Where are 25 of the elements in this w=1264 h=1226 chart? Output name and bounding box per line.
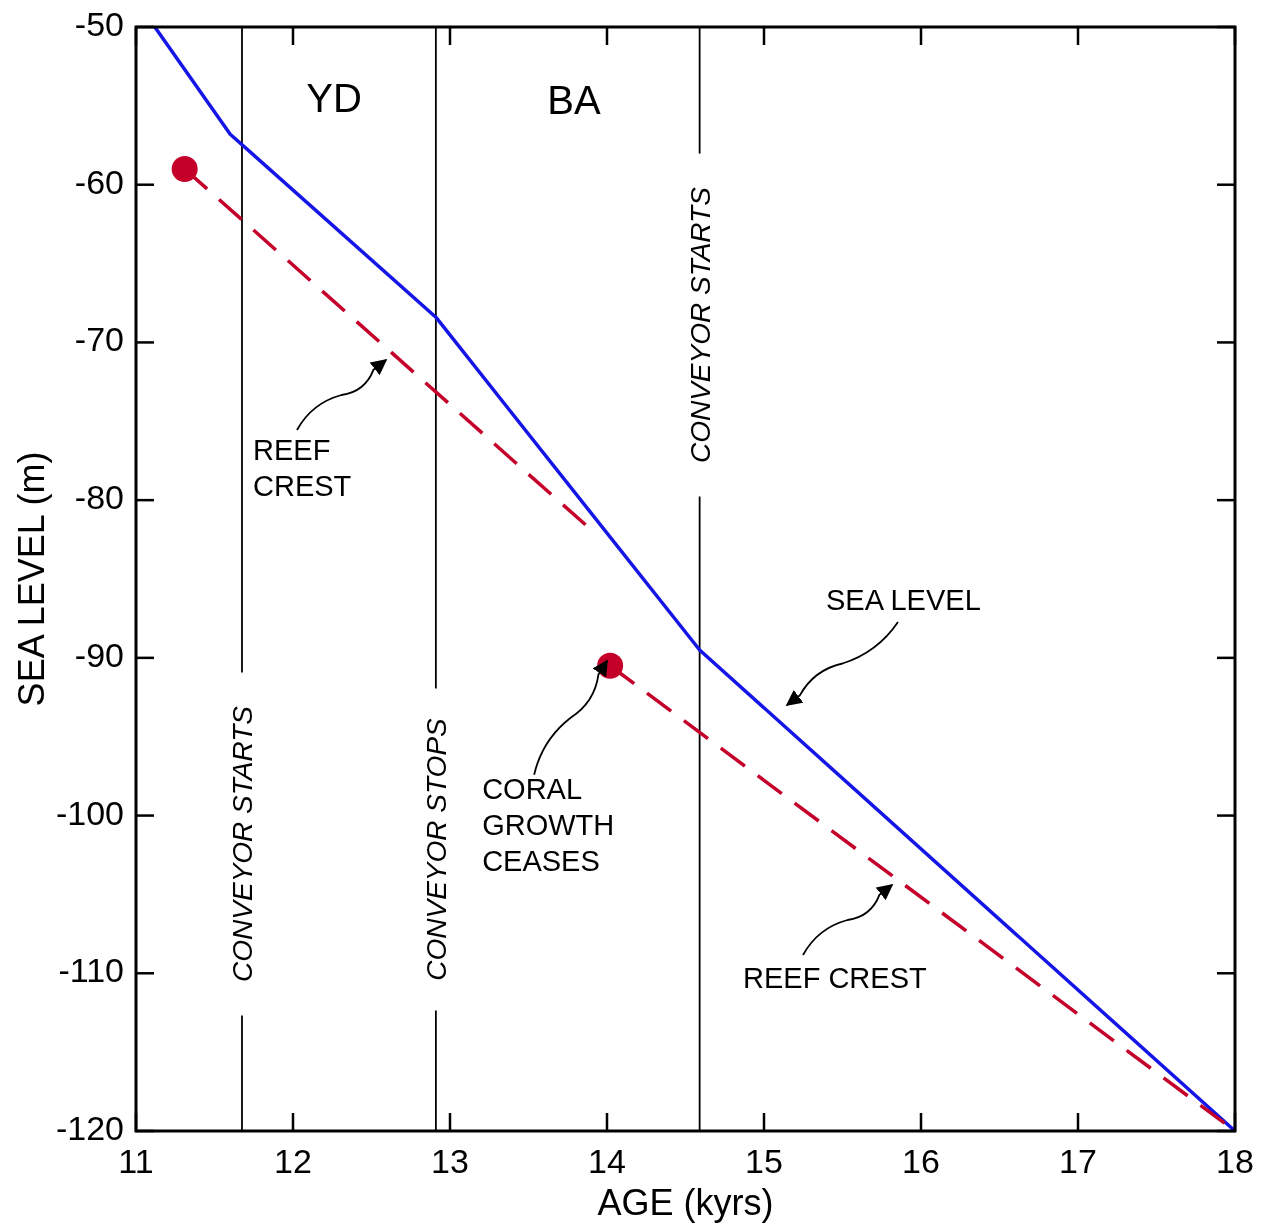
- y-tick-label: -80: [74, 478, 124, 517]
- annotation: YD: [306, 75, 362, 120]
- y-tick-label: -90: [74, 635, 124, 674]
- x-tick-label: 12: [274, 1142, 312, 1180]
- x-tick-label: 14: [588, 1142, 626, 1180]
- y-tick-label: -110: [58, 951, 124, 990]
- x-tick-label: 18: [1216, 1142, 1254, 1180]
- ref-line-label: CONVEYOR STARTS: [684, 186, 716, 464]
- y-tick-label: -70: [74, 320, 124, 359]
- y-tick-label: -50: [74, 4, 124, 43]
- y-tick-label: -60: [74, 162, 124, 201]
- x-tick-label: 15: [745, 1142, 783, 1180]
- y-axis-title: SEA LEVEL (m): [11, 451, 52, 707]
- annotation: REEF CREST: [253, 434, 352, 502]
- y-tick-label: -100: [55, 793, 124, 832]
- annotation: CORAL GROWTH CEASES: [482, 772, 615, 877]
- x-tick-label: 13: [431, 1142, 469, 1180]
- x-tick-label: 16: [902, 1142, 940, 1180]
- ref-line-label: CONVEYOR STARTS: [226, 705, 258, 982]
- annotation: SEA LEVEL: [826, 584, 981, 616]
- annotation: REEF CREST: [743, 962, 927, 994]
- annotation: BA: [547, 77, 601, 122]
- ref-line-label: CONVEYOR STOPS: [420, 717, 452, 981]
- x-axis-title: AGE (kyrs): [597, 1182, 774, 1223]
- x-tick-label: 17: [1059, 1142, 1097, 1180]
